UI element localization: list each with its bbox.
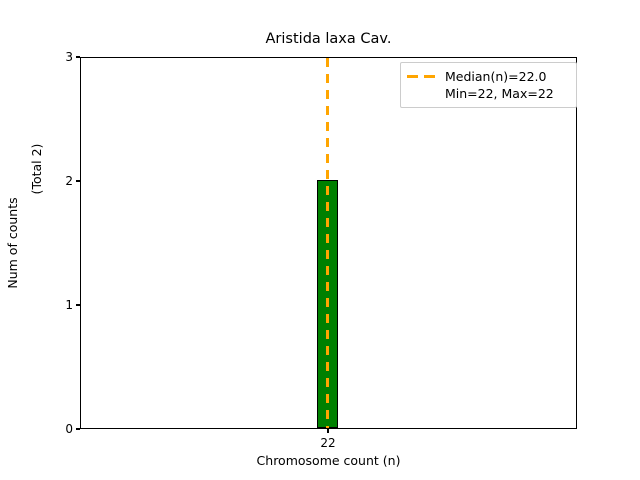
x-tick-label: 22: [320, 436, 336, 450]
x-tick-mark: [327, 429, 329, 433]
legend-label-minmax: Min=22, Max=22: [445, 86, 554, 101]
legend-entry-median: Median(n)=22.0 Min=22, Max=22: [407, 68, 570, 102]
plot-area: [80, 57, 577, 429]
x-axis-label: Chromosome count (n): [256, 453, 401, 468]
y-tick-label: 2: [65, 174, 73, 188]
y-tick-mark: [76, 180, 80, 182]
y-axis-label-container: Num of counts: [0, 57, 26, 429]
y-tick-label: 3: [65, 50, 73, 64]
legend-label-median: Median(n)=22.0: [445, 69, 547, 84]
legend-entry-texts: Median(n)=22.0 Min=22, Max=22: [445, 68, 554, 102]
y-tick-label: 0: [65, 422, 73, 436]
y-axis-total-label-container: (Total 2): [26, 57, 48, 429]
y-tick-mark: [76, 56, 80, 58]
y-axis-total-label: (Total 2): [29, 143, 44, 195]
y-axis-label: Num of counts: [5, 197, 20, 289]
dashed-line-icon: [407, 70, 438, 84]
y-tick-label: 1: [65, 298, 73, 312]
chart-title: Aristida laxa Cav.: [265, 31, 392, 47]
chart-legend[interactable]: Median(n)=22.0 Min=22, Max=22: [400, 62, 577, 108]
median-line: [326, 58, 330, 428]
plot-inner: [81, 58, 576, 428]
y-tick-mark: [76, 304, 80, 306]
y-tick-mark: [76, 428, 80, 430]
